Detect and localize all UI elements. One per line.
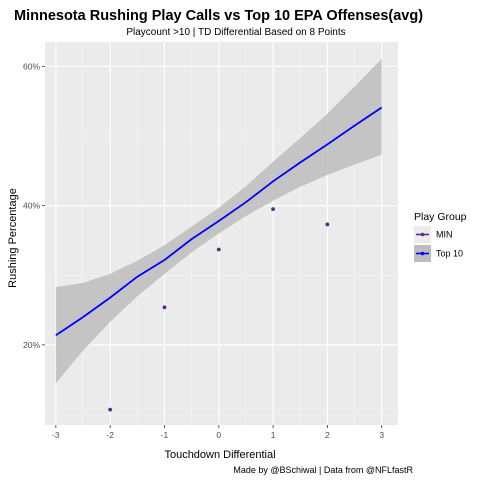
data-point-min bbox=[108, 407, 113, 412]
legend-label: MIN bbox=[436, 230, 453, 240]
y-axis-ticks: 20% 40% 60% bbox=[23, 61, 45, 350]
chart-caption: Made by @BSchiwal | Data from @NFLfastR bbox=[233, 465, 413, 475]
y-tick-label: 40% bbox=[23, 201, 40, 211]
x-tick-label: 1 bbox=[271, 430, 276, 440]
series-points bbox=[108, 207, 330, 412]
x-tick-label: 2 bbox=[325, 430, 330, 440]
x-tick-label: -1 bbox=[161, 430, 169, 440]
data-point-min bbox=[271, 207, 275, 212]
legend-title: Play Group bbox=[414, 211, 467, 223]
chart-title: Minnesota Rushing Play Calls vs Top 10 E… bbox=[14, 8, 423, 24]
y-axis-title: Rushing Percentage bbox=[7, 188, 19, 288]
data-point-min bbox=[325, 222, 330, 227]
y-tick-label: 60% bbox=[23, 61, 40, 71]
series-lines bbox=[55, 106, 383, 336]
data-point-min bbox=[162, 305, 167, 310]
legend-label: Top 10 bbox=[436, 249, 463, 259]
x-tick-label: -3 bbox=[52, 430, 60, 440]
data-point-min bbox=[216, 247, 221, 252]
x-tick-label: 0 bbox=[216, 430, 221, 440]
x-tick-label: -2 bbox=[106, 430, 114, 440]
series-line-top-10 bbox=[55, 106, 383, 336]
legend-key-point bbox=[420, 251, 425, 256]
x-tick-label: 3 bbox=[379, 430, 384, 440]
x-axis-ticks: -3 -2 -1 0 1 2 3 bbox=[52, 425, 384, 440]
x-axis-title: Touchdown Differential bbox=[164, 449, 275, 461]
legend-key-point bbox=[420, 232, 425, 237]
legend: Play Group MIN Top 10 bbox=[414, 211, 467, 262]
chart-subtitle: Playcount >10 | TD Differential Based on… bbox=[126, 27, 345, 38]
y-tick-label: 20% bbox=[23, 340, 40, 350]
